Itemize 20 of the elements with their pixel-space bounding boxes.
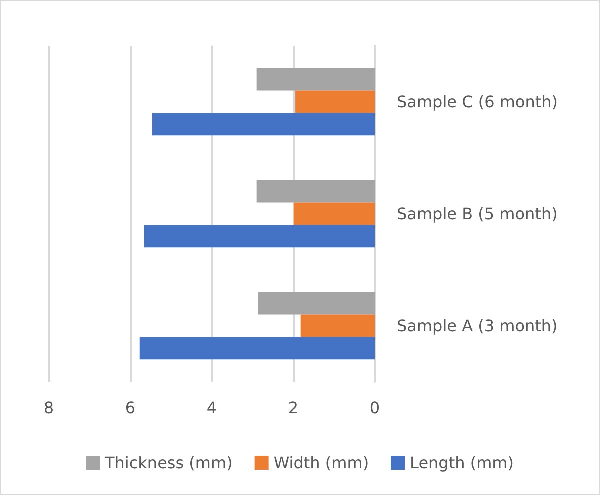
legend-label: Thickness (mm): [104, 454, 233, 472]
x-tick-label: 4: [206, 398, 218, 418]
x-tick-label: 8: [44, 398, 54, 418]
legend-label: Length (mm): [410, 454, 514, 472]
legend-label: Width (mm): [274, 454, 370, 472]
bar: [294, 202, 375, 226]
bar: [152, 113, 375, 136]
y-tick-label: Sample B (5 month): [397, 204, 558, 224]
bar: [256, 180, 375, 203]
bar: [144, 225, 375, 248]
x-tick-label: 6: [125, 398, 136, 418]
x-tick-label: 0: [370, 398, 380, 418]
bar: [256, 68, 375, 91]
x-tick-label: 2: [288, 398, 299, 418]
bar: [258, 292, 375, 315]
bar: [140, 337, 375, 360]
bar: [296, 90, 375, 114]
y-tick-label: Sample C (6 month): [397, 92, 558, 112]
bar: [300, 314, 375, 338]
y-tick-label: Sample A (3 month): [397, 316, 558, 336]
